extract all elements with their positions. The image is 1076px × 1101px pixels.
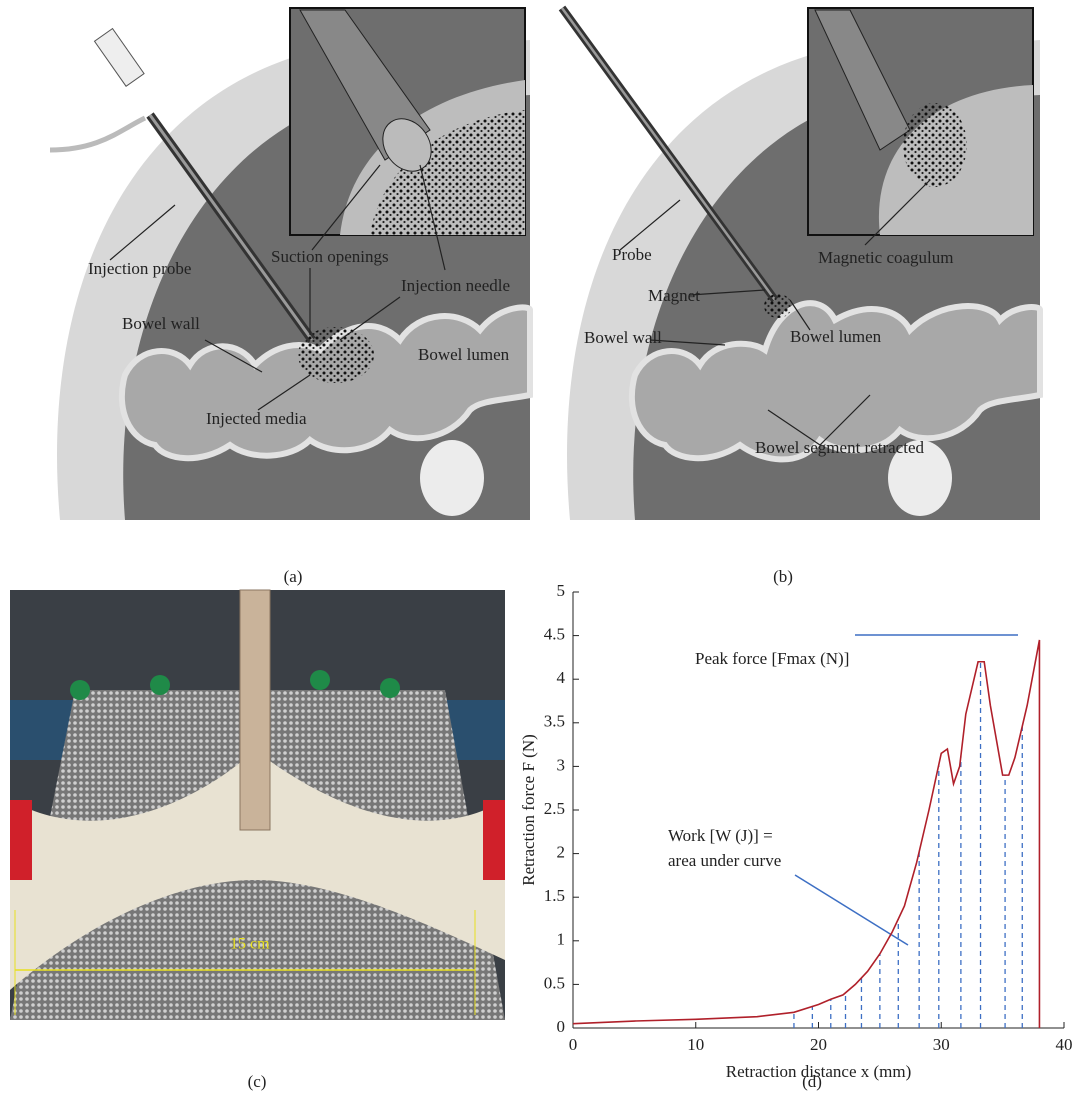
label: Bowel lumen [418,345,510,364]
y-tick-label: 5 [557,581,566,600]
annotation: area under curve [668,851,781,870]
label: Magnetic coagulum [818,248,954,267]
y-tick-label: 4 [557,668,566,687]
y-tick-label: 0 [557,1017,566,1036]
label: Injected media [206,409,307,428]
y-tick-label: 4.5 [544,625,565,644]
y-tick-label: 2.5 [544,799,565,818]
panel-d: Peak force [Fmax (N)] Work [W (J)] = are… [519,581,1073,1091]
label: Bowel segment retracted [755,438,924,457]
y-tick-label: 1.5 [544,886,565,905]
label: Suction openings [271,247,389,266]
label: Bowel wall [122,314,200,333]
annotation: Peak force [Fmax (N)] [695,649,849,668]
x-axis-label: Retraction distance x (mm) [726,1062,912,1081]
y-tick-label: 3.5 [544,712,565,731]
y-tick-label: 2 [557,843,566,862]
x-tick-label: 20 [810,1035,827,1054]
data-line [573,640,1039,1028]
x-tick-label: 10 [687,1035,704,1054]
label: Magnet [648,286,700,305]
label: Bowel lumen [790,327,882,346]
annotation: Work [W (J)] = [668,826,773,845]
caption: (b) [773,567,793,586]
y-tick-label: 1 [557,930,566,949]
x-tick-label: 0 [569,1035,578,1054]
label: Probe [612,245,652,264]
figure: Injection probe Suction openings Injecti… [0,0,1076,1101]
panel-c: 15 cm (c) [10,590,505,1091]
caption: (a) [284,567,303,586]
x-tick-label: 40 [1056,1035,1073,1054]
label: Bowel wall [584,328,662,347]
x-tick-label: 30 [933,1035,950,1054]
scale-label: 15 cm [230,936,270,953]
caption: (c) [248,1072,267,1091]
label: Injection probe [88,259,191,278]
label: Injection needle [401,276,510,295]
y-tick-label: 0.5 [544,973,565,992]
panel-b: Probe Magnetic coagulum Magnet Bowel wal… [562,8,1040,586]
y-axis-label: Retraction force F (N) [519,734,538,886]
panel-a: Injection probe Suction openings Injecti… [50,8,530,586]
y-tick-label: 3 [557,755,566,774]
